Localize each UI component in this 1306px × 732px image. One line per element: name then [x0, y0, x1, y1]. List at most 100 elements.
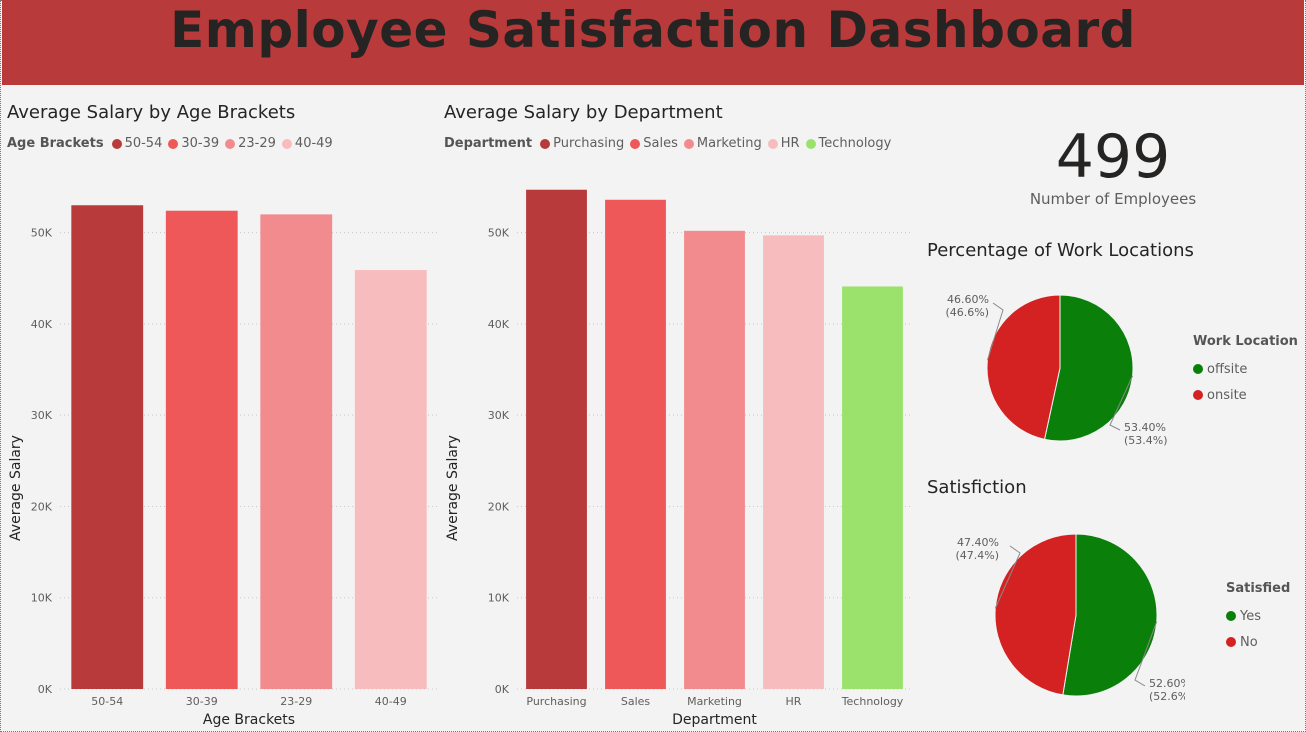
legend-marker — [111, 138, 122, 149]
leader-line — [1109, 375, 1134, 431]
data-label: 47.40% — [957, 536, 999, 549]
work-location-pie-chart[interactable]: 53.40%(53.4%) 46.60%(46.6%) — [925, 270, 1185, 470]
bar-technology[interactable] — [842, 286, 903, 689]
legend-marker — [225, 138, 236, 149]
age-legend-item-50-54[interactable]: 50-54 — [111, 136, 163, 151]
legend-label: 30-39 — [181, 136, 220, 151]
employee-count-value: 499 — [1055, 122, 1171, 192]
x-tick-label: 40-49 — [375, 695, 407, 708]
bar-marketing[interactable] — [684, 230, 745, 689]
legend-label: onsite — [1207, 387, 1247, 403]
department-legend-item-technology[interactable]: Technology — [805, 136, 892, 151]
legend-marker — [1226, 637, 1236, 647]
legend-label: Purchasing — [553, 136, 625, 151]
age-legend-item-40-49[interactable]: 40-49 — [281, 136, 333, 151]
bar-40-49[interactable] — [354, 270, 427, 689]
legend-marker — [1226, 611, 1236, 621]
y-tick-label: 20K — [31, 500, 53, 513]
data-label: (52.6%) — [1149, 690, 1185, 703]
employee-count-label: Number of Employees — [1029, 190, 1197, 208]
x-tick-label: 50-54 — [91, 695, 123, 708]
header-banner: Employee Satisfaction Dashboard — [2, 0, 1304, 85]
age-legend-item-23-29[interactable]: 23-29 — [225, 136, 276, 151]
legend-label: 40-49 — [294, 136, 333, 151]
y-tick-label: 30K — [31, 409, 53, 422]
bar-23-29[interactable] — [260, 214, 333, 689]
x-tick-label: 30-39 — [186, 695, 218, 708]
page-title: Employee Satisfaction Dashboard — [170, 1, 1136, 59]
data-label: 46.60% — [947, 293, 989, 306]
age-legend-item-30-39[interactable]: 30-39 — [168, 136, 219, 151]
data-label: (46.6%) — [945, 306, 989, 319]
data-label: 52.60% — [1149, 677, 1185, 690]
pie-slice-yes[interactable] — [1062, 533, 1158, 697]
x-tick-label: HR — [786, 695, 802, 708]
satisfaction-pie-chart[interactable]: 52.60%(52.6%) 47.40%(47.4%) — [925, 510, 1185, 720]
department-legend-item-marketing[interactable]: Marketing — [683, 136, 762, 151]
leader-line — [994, 545, 1021, 609]
department-bar-chart[interactable]: 0K 10K 20K 30K 40K 50K Purchasing Sales Marketin… — [437, 160, 917, 732]
age-chart-title: Average Salary by Age Brackets — [7, 102, 296, 123]
legend-label: Sales — [643, 136, 678, 151]
x-tick-label: Sales — [621, 695, 651, 708]
legend-label: Yes — [1240, 608, 1261, 624]
legend-item-yes[interactable]: Yes — [1226, 603, 1290, 629]
department-legend-item-hr[interactable]: HR — [767, 136, 800, 151]
legend-label: 50-54 — [124, 136, 163, 151]
department-chart-legend: Department Purchasing Sales Marketing HR Tec… — [444, 136, 897, 151]
y-tick-label: 50K — [31, 227, 53, 240]
y-tick-label: 20K — [488, 500, 510, 513]
pie-slice-no[interactable] — [994, 533, 1077, 696]
legend-label: HR — [780, 136, 800, 151]
legend-item-onsite[interactable]: onsite — [1193, 382, 1298, 408]
department-legend-item-purchasing[interactable]: Purchasing — [540, 136, 624, 151]
age-bar-chart[interactable]: 0K 10K 20K 30K 40K 50K 50-54 30-39 23-29 40-49 Age… — [0, 160, 440, 732]
satisfaction-legend-title: Satisfied — [1226, 581, 1291, 596]
legend-label: Technology — [818, 136, 892, 151]
x-axis-title: Age Brackets — [203, 712, 295, 728]
y-axis-title: Average Salary — [445, 435, 461, 541]
y-tick-label: 40K — [488, 318, 510, 331]
legend-label: 23-29 — [238, 136, 276, 151]
work-location-legend: Work Location offsite onsite — [1193, 334, 1298, 408]
legend-marker — [805, 138, 816, 149]
bar-hr[interactable] — [763, 235, 824, 689]
age-legend-title: Age Brackets — [7, 136, 104, 151]
legend-marker — [168, 138, 179, 149]
data-label: (53.4%) — [1124, 434, 1168, 447]
legend-marker — [1193, 364, 1203, 374]
y-tick-label: 0K — [495, 683, 510, 696]
legend-label: offsite — [1207, 361, 1248, 377]
age-chart-legend: Age Brackets 50-54 30-39 23-29 40-49 — [7, 136, 339, 151]
x-tick-label: 23-29 — [280, 695, 312, 708]
department-legend-item-sales[interactable]: Sales — [630, 136, 678, 151]
bar-purchasing[interactable] — [526, 189, 587, 689]
x-axis-title: Department — [672, 712, 757, 728]
legend-marker — [767, 138, 778, 149]
x-tick-label: Technology — [841, 695, 904, 708]
legend-marker — [683, 138, 694, 149]
bar-50-54[interactable] — [71, 205, 144, 689]
legend-marker — [1193, 390, 1203, 400]
y-tick-label: 0K — [38, 683, 53, 696]
leader-line — [1134, 621, 1158, 687]
bar-30-39[interactable] — [165, 210, 238, 690]
y-tick-label: 30K — [488, 409, 510, 422]
legend-marker — [630, 138, 641, 149]
data-label: (47.4%) — [955, 549, 999, 562]
y-axis-title: Average Salary — [8, 435, 24, 541]
data-label: 53.40% — [1124, 421, 1166, 434]
y-tick-label: 10K — [31, 592, 53, 605]
bar-sales[interactable] — [605, 199, 666, 689]
legend-item-offsite[interactable]: offsite — [1193, 356, 1298, 382]
y-tick-label: 50K — [488, 227, 510, 240]
legend-marker — [540, 138, 551, 149]
legend-label: Marketing — [696, 136, 762, 151]
pie-slice-onsite[interactable] — [986, 294, 1061, 440]
satisfaction-legend: Satisfied Yes No — [1226, 581, 1290, 655]
work-location-chart-title: Percentage of Work Locations — [927, 240, 1194, 261]
work-location-legend-title: Work Location — [1193, 334, 1298, 349]
legend-label: No — [1240, 634, 1258, 650]
legend-item-no[interactable]: No — [1226, 629, 1290, 655]
leader-line — [986, 302, 1004, 361]
